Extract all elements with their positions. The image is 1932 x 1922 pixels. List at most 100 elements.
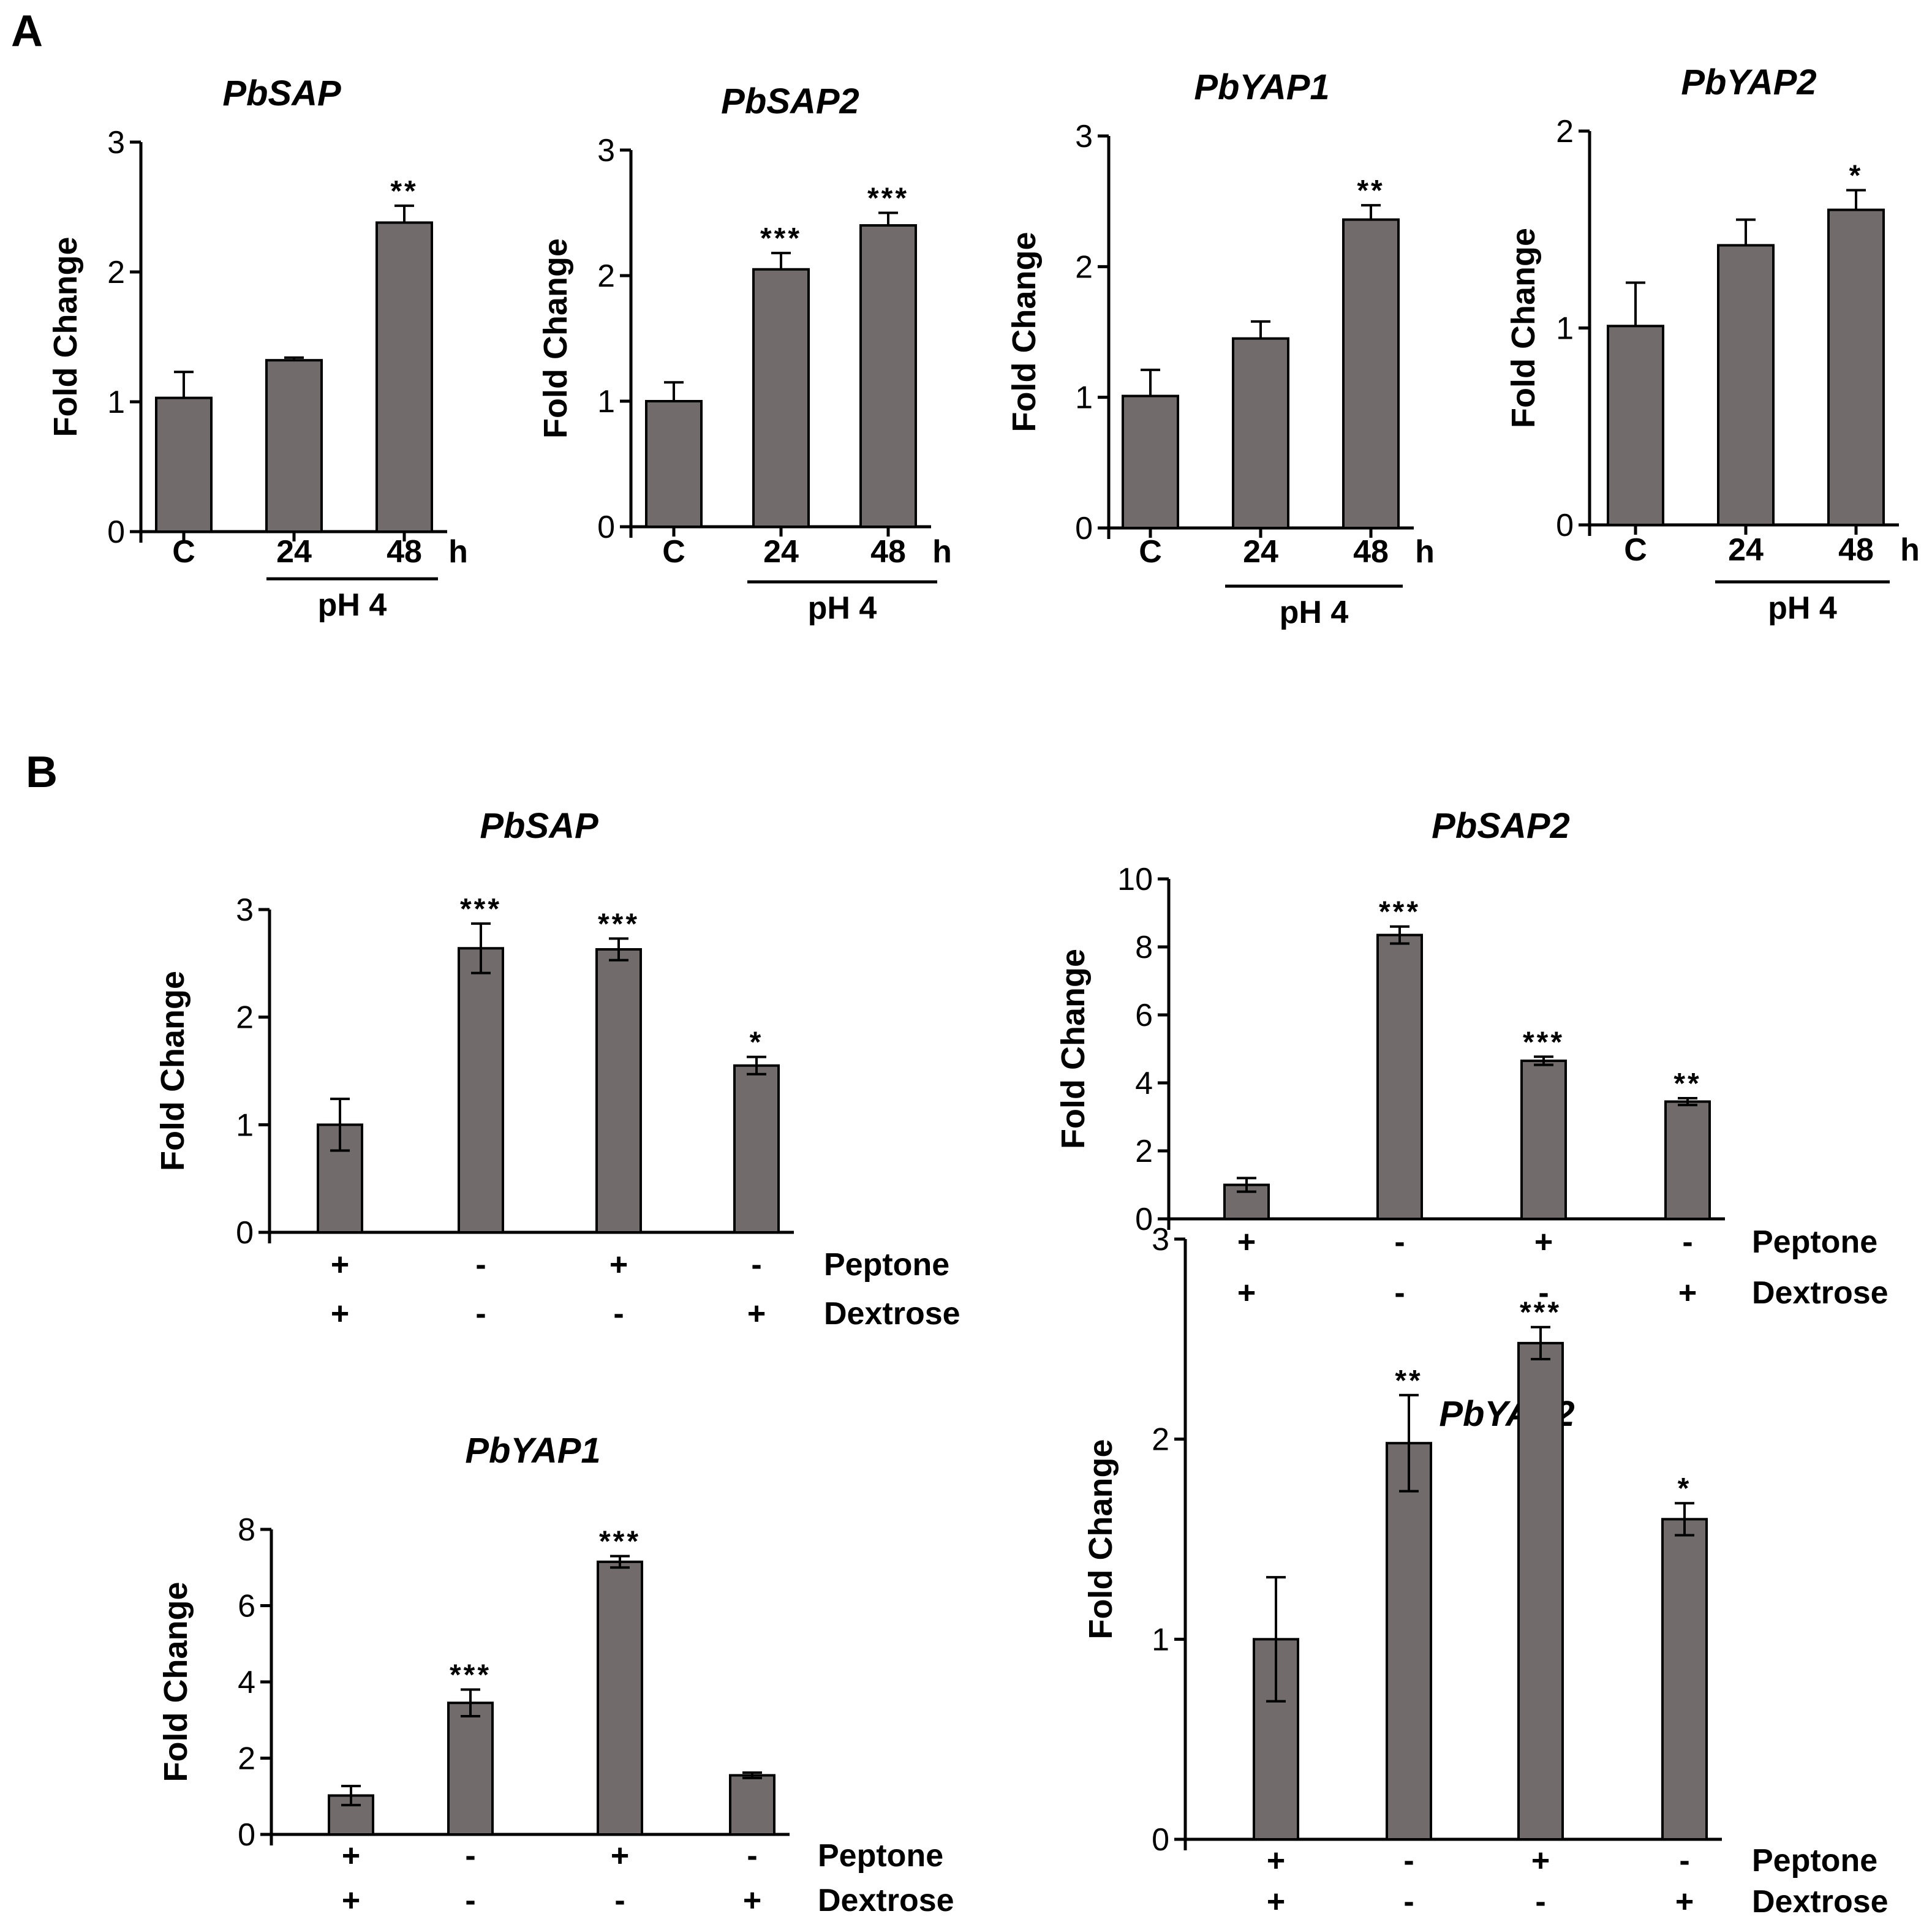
- y-tick-label: 0: [1075, 511, 1093, 546]
- dextrose-sign: +: [1675, 1884, 1694, 1920]
- y-tick-label: 2: [597, 258, 615, 294]
- chart-title: PbYAP1: [465, 1431, 600, 1471]
- bar: [733, 1064, 780, 1234]
- group-label: pH 4: [1280, 595, 1349, 630]
- chart-title: PbYAP1: [1194, 67, 1329, 107]
- peptone-sign: -: [747, 1838, 757, 1874]
- dextrose-sign: +: [1678, 1275, 1697, 1311]
- significance-label: ***: [760, 222, 802, 255]
- significance-label: **: [390, 175, 418, 208]
- dextrose-sign: -: [1403, 1884, 1414, 1920]
- y-tick-label: 2: [236, 1000, 254, 1036]
- peptone-sign: -: [1682, 1224, 1692, 1260]
- peptone-row-label: Peptone: [824, 1247, 949, 1283]
- bar: [1827, 208, 1885, 527]
- y-axis-label: Fold Change: [1082, 1439, 1119, 1640]
- chart-title: PbSAP2: [1432, 806, 1570, 846]
- y-tick-label: 2: [107, 255, 125, 290]
- dextrose-sign: -: [1394, 1275, 1405, 1311]
- y-tick-label: 2: [1152, 1422, 1169, 1458]
- bar: [752, 268, 810, 528]
- y-tick-label: 10: [1117, 862, 1153, 897]
- y-tick-label: 0: [107, 514, 125, 550]
- x-unit-label: h: [932, 534, 952, 570]
- significance-label: ***: [598, 908, 640, 940]
- y-tick-label: 4: [1135, 1066, 1153, 1101]
- y-tick-label: 1: [1556, 311, 1574, 347]
- y-tick-label: 3: [236, 892, 254, 928]
- y-tick-label: 2: [1075, 249, 1093, 285]
- significance-label: **: [1357, 175, 1384, 207]
- dextrose-sign: +: [743, 1883, 761, 1918]
- bar: [155, 396, 213, 533]
- significance-label: ***: [450, 1659, 491, 1691]
- y-tick-label: 3: [107, 125, 125, 160]
- chart-title: PbSAP2: [721, 81, 859, 121]
- y-tick-label: 3: [1152, 1222, 1169, 1257]
- panel-label-a: A: [11, 7, 43, 56]
- y-tick-label: 6: [1135, 998, 1153, 1033]
- peptone-sign: -: [1679, 1843, 1689, 1879]
- significance-label: *: [1678, 1472, 1692, 1505]
- bar: [729, 1774, 775, 1836]
- y-tick-label: 1: [1075, 380, 1093, 416]
- bar: [595, 948, 642, 1234]
- x-tick-label: 24: [276, 534, 312, 570]
- y-tick-label: 1: [236, 1107, 254, 1143]
- y-tick-label: 8: [1135, 930, 1153, 965]
- bar: [1342, 218, 1400, 529]
- y-tick-label: 2: [1556, 114, 1574, 149]
- bar: [1661, 1518, 1708, 1841]
- group-label: pH 4: [318, 587, 387, 623]
- bar: [1517, 1341, 1564, 1841]
- chart-7: PbYAP1 Fold Change 0 2 4 6 8 *** *** + - + - Peptone +…: [157, 1431, 954, 1918]
- dextrose-row-label: Dextrose: [818, 1883, 954, 1918]
- y-axis-label: Fold Change: [1505, 228, 1542, 428]
- dextrose-row-label: Dextrose: [824, 1296, 960, 1332]
- chart-1: PbSAP Fold Change 0 1 2 3 ** C 24 48 h pH 4: [47, 73, 468, 623]
- peptone-sign: -: [751, 1247, 761, 1283]
- chart-3: PbYAP1 Fold Change 0 1 2 3 ** C 24 48 h pH 4: [1006, 67, 1435, 630]
- peptone-sign: -: [475, 1247, 486, 1283]
- x-tick-label: C: [1139, 534, 1162, 570]
- x-tick-label: 48: [1353, 534, 1389, 570]
- bar: [1607, 325, 1664, 526]
- x-tick-label: 48: [1838, 532, 1874, 568]
- chart-2: PbSAP2 Fold Change 0 1 2 3 *** *** C 24 48 h pH 4: [537, 81, 952, 626]
- peptone-sign: -: [1403, 1843, 1414, 1879]
- bar: [1232, 337, 1289, 530]
- y-axis-label: Fold Change: [1055, 949, 1092, 1149]
- significance-label: ***: [599, 1526, 641, 1558]
- y-axis-label: Fold Change: [47, 237, 84, 437]
- dextrose-sign: -: [465, 1883, 475, 1918]
- group-label: pH 4: [808, 590, 877, 626]
- y-axis-label: Fold Change: [157, 1582, 194, 1782]
- y-tick-label: 1: [107, 385, 125, 420]
- dextrose-row-label: Dextrose: [1752, 1884, 1889, 1920]
- bar: [1376, 933, 1423, 1220]
- significance-label: **: [1395, 1365, 1422, 1397]
- x-tick-label: 48: [387, 534, 422, 570]
- bar: [859, 224, 917, 528]
- peptone-row-label: Peptone: [1752, 1224, 1877, 1260]
- group-label: pH 4: [1768, 590, 1837, 626]
- peptone-sign: +: [1531, 1843, 1550, 1879]
- dextrose-sign: +: [342, 1883, 360, 1918]
- bar: [375, 221, 433, 533]
- bar: [1122, 394, 1179, 529]
- dextrose-row-label: Dextrose: [1752, 1275, 1889, 1311]
- y-tick-label: 1: [597, 384, 615, 420]
- dextrose-sign: +: [1237, 1275, 1256, 1311]
- significance-label: ***: [867, 183, 909, 215]
- bar: [447, 1702, 494, 1836]
- x-tick-label: C: [172, 534, 195, 570]
- dextrose-sign: -: [1538, 1275, 1549, 1311]
- chart-4: PbYAP2 Fold Change 0 1 2 * C 24 48 h pH 4: [1505, 62, 1920, 626]
- peptone-sign: +: [609, 1247, 628, 1283]
- dextrose-sign: -: [475, 1296, 486, 1332]
- dextrose-sign: +: [1267, 1884, 1285, 1920]
